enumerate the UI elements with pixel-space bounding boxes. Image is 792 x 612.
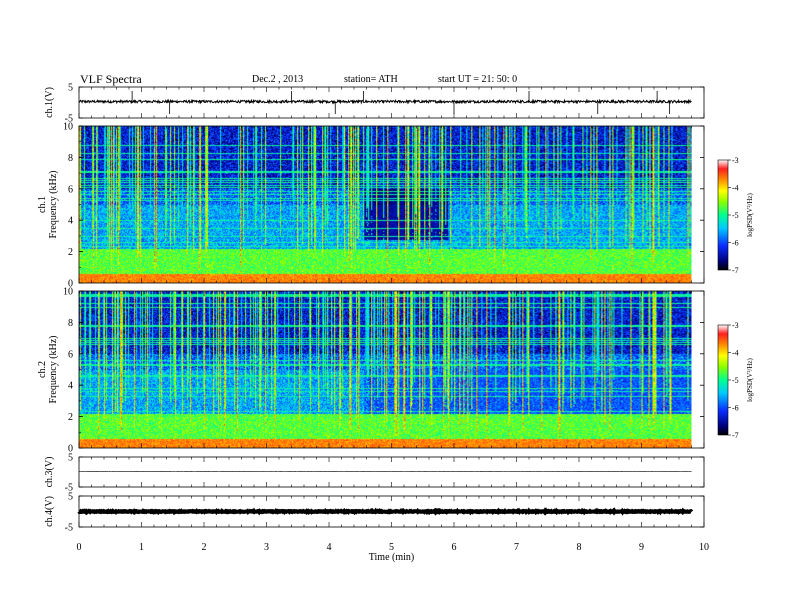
y-tick-label: 6 xyxy=(68,184,73,195)
x-axis-label: Time (min) xyxy=(369,552,414,563)
waveform-lines xyxy=(77,91,694,516)
x-tick-label: 10 xyxy=(699,542,709,553)
x-tick-label: 3 xyxy=(264,542,269,553)
colorbar-tick-label: -5 xyxy=(732,376,739,385)
y-axis-label: ch.1 xyxy=(37,196,48,213)
spectrogram-ch1 xyxy=(79,126,692,283)
date-label: Dec.2 , 2013 xyxy=(252,74,304,85)
y-tick-label: 0 xyxy=(68,279,73,290)
x-tick-label: 1 xyxy=(139,542,144,553)
colorbar-tick-label: -4 xyxy=(732,184,739,193)
y-tick-label: 8 xyxy=(68,153,73,164)
colorbar-label: logPSD(V²/Hz) xyxy=(746,192,754,236)
colorbar xyxy=(717,159,729,271)
y-axis-label: Frequency (kHz) xyxy=(48,170,59,238)
y-tick-label: 4 xyxy=(68,381,73,392)
x-tick-label: 0 xyxy=(77,542,82,553)
y-tick-label: 5 xyxy=(68,83,73,94)
colorbar-tick-label: -3 xyxy=(732,321,739,330)
waveform-line-ch1 xyxy=(78,98,692,105)
y-tick-label: -5 xyxy=(65,114,73,125)
colorbar-tick-label: -3 xyxy=(732,156,739,165)
y-axis-label: ch.3(V) xyxy=(44,457,55,488)
y-tick-label: 5 xyxy=(68,492,73,503)
x-tick-label: 6 xyxy=(452,542,457,553)
y-tick-label: -5 xyxy=(65,483,73,494)
spectrogram-images xyxy=(79,126,692,448)
y-tick-label: 2 xyxy=(68,412,73,423)
y-tick-label: 10 xyxy=(63,287,73,298)
station-label: station= ATH xyxy=(344,74,398,85)
chart-title: VLF Spectra xyxy=(80,72,142,86)
colorbar-tick-label: -4 xyxy=(732,349,739,358)
y-tick-label: 5 xyxy=(68,453,73,464)
y-tick-label: 2 xyxy=(68,247,73,258)
x-tick-label: 7 xyxy=(514,542,519,553)
y-axis-label: ch.1(V) xyxy=(44,87,55,118)
y-tick-label: 8 xyxy=(68,318,73,329)
y-axis-label: ch.4(V) xyxy=(44,496,55,527)
colorbar xyxy=(717,324,729,436)
colorbar-tick-label: -5 xyxy=(732,211,739,220)
x-tick-label: 5 xyxy=(389,542,394,553)
y-tick-label: 4 xyxy=(68,216,73,227)
y-axis-label: ch.2 xyxy=(37,361,48,378)
y-tick-label: 0 xyxy=(68,444,73,455)
y-tick-label: -5 xyxy=(65,523,73,534)
y-tick-label: 10 xyxy=(63,122,73,133)
y-axis-label: Frequency (kHz) xyxy=(48,335,59,403)
colorbar-tick-label: -7 xyxy=(732,266,739,275)
start-time-label: start UT = 21: 50: 0 xyxy=(438,74,518,85)
colorbar-tick-label: -6 xyxy=(732,404,739,413)
axes xyxy=(78,86,731,528)
colorbar-label: logPSD(V²/Hz) xyxy=(746,357,754,401)
colorbar-tick-label: -7 xyxy=(732,431,739,440)
x-tick-label: 4 xyxy=(327,542,332,553)
colorbar-tick-label: -6 xyxy=(732,239,739,248)
x-tick-label: 9 xyxy=(639,542,644,553)
spectrogram-ch2 xyxy=(79,291,692,448)
y-tick-label: 6 xyxy=(68,349,73,360)
x-tick-label: 2 xyxy=(202,542,207,553)
waveform-line-ch4 xyxy=(77,507,694,516)
x-tick-label: 8 xyxy=(577,542,582,553)
